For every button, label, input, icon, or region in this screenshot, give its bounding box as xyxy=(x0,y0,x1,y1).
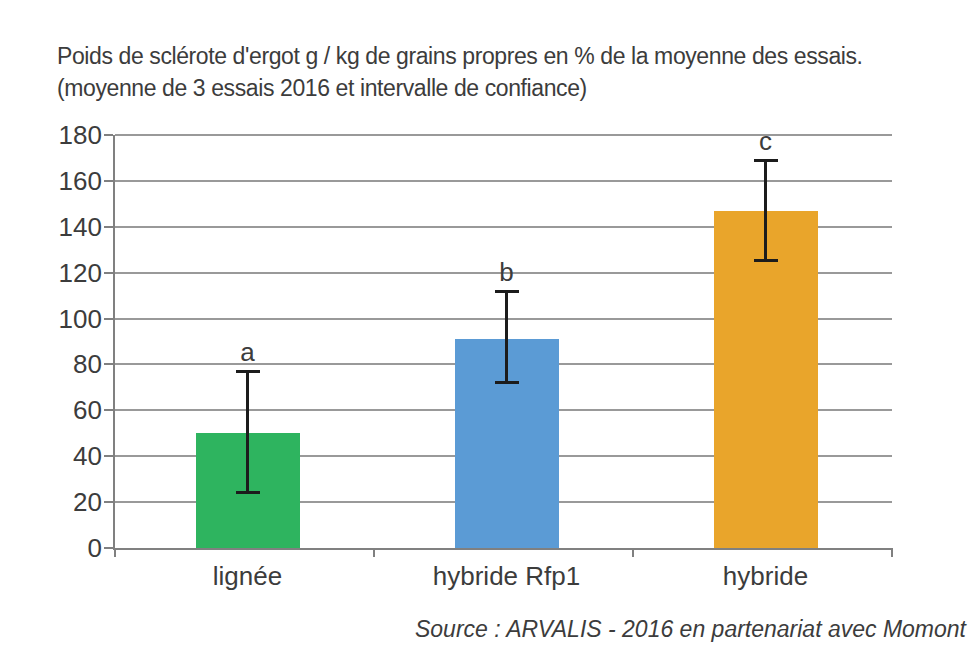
y-axis-tick-0 xyxy=(104,547,113,549)
x-axis-tick-3 xyxy=(891,548,893,557)
category-label-hybride-Rfp1: hybride Rfp1 xyxy=(433,562,580,590)
y-axis-tick-80 xyxy=(104,363,113,365)
y-axis-tick-40 xyxy=(104,455,113,457)
error-bar-line-lignée xyxy=(246,371,249,493)
significance-letter-b: b xyxy=(499,259,513,285)
category-label-lignée: lignée xyxy=(213,562,282,590)
y-tick-label-100: 100 xyxy=(32,306,102,332)
error-bar-line-hybride xyxy=(764,160,767,261)
y-axis-tick-100 xyxy=(104,318,113,320)
significance-letter-a: a xyxy=(240,339,254,365)
error-bar-line-hybride-Rfp1 xyxy=(505,291,508,383)
chart-title-line1: Poids de sclérote d'ergot g / kg de grai… xyxy=(57,40,863,72)
category-label-hybride: hybride xyxy=(723,562,808,590)
chart-title-line2: (moyenne de 3 essais 2016 et intervalle … xyxy=(57,72,863,104)
chart-figure: Poids de sclérote d'ergot g / kg de grai… xyxy=(0,0,980,651)
y-tick-label-140: 140 xyxy=(32,214,102,240)
error-bar-cap-bottom-1 xyxy=(495,381,519,384)
chart-title: Poids de sclérote d'ergot g / kg de grai… xyxy=(57,40,863,104)
y-axis-tick-160 xyxy=(104,180,113,182)
y-axis-tick-60 xyxy=(104,409,113,411)
y-axis-tick-120 xyxy=(104,272,113,274)
y-tick-label-120: 120 xyxy=(32,260,102,286)
y-axis-tick-180 xyxy=(104,134,113,136)
y-tick-label-0: 0 xyxy=(32,535,102,561)
y-axis-tick-140 xyxy=(104,226,113,228)
y-tick-label-80: 80 xyxy=(32,351,102,377)
y-tick-label-160: 160 xyxy=(32,168,102,194)
error-bar-cap-bottom-2 xyxy=(754,259,778,262)
y-tick-label-40: 40 xyxy=(32,443,102,469)
source-caption: Source : ARVALIS - 2016 en partenariat a… xyxy=(415,616,966,643)
x-axis-tick-0 xyxy=(114,548,116,557)
x-axis-tick-2 xyxy=(632,548,634,557)
chart-plot-area: 020406080100120140160180alignéebhybride … xyxy=(113,135,892,550)
gridline-180 xyxy=(115,134,892,136)
error-bar-cap-top-2 xyxy=(754,159,778,162)
significance-letter-c: c xyxy=(759,128,772,154)
y-axis-tick-20 xyxy=(104,501,113,503)
y-tick-label-60: 60 xyxy=(32,397,102,423)
error-bar-cap-top-1 xyxy=(495,290,519,293)
x-axis-tick-1 xyxy=(373,548,375,557)
error-bar-cap-bottom-0 xyxy=(236,491,260,494)
y-tick-label-20: 20 xyxy=(32,489,102,515)
gridline-160 xyxy=(115,180,892,182)
y-tick-label-180: 180 xyxy=(32,122,102,148)
error-bar-cap-top-0 xyxy=(236,370,260,373)
